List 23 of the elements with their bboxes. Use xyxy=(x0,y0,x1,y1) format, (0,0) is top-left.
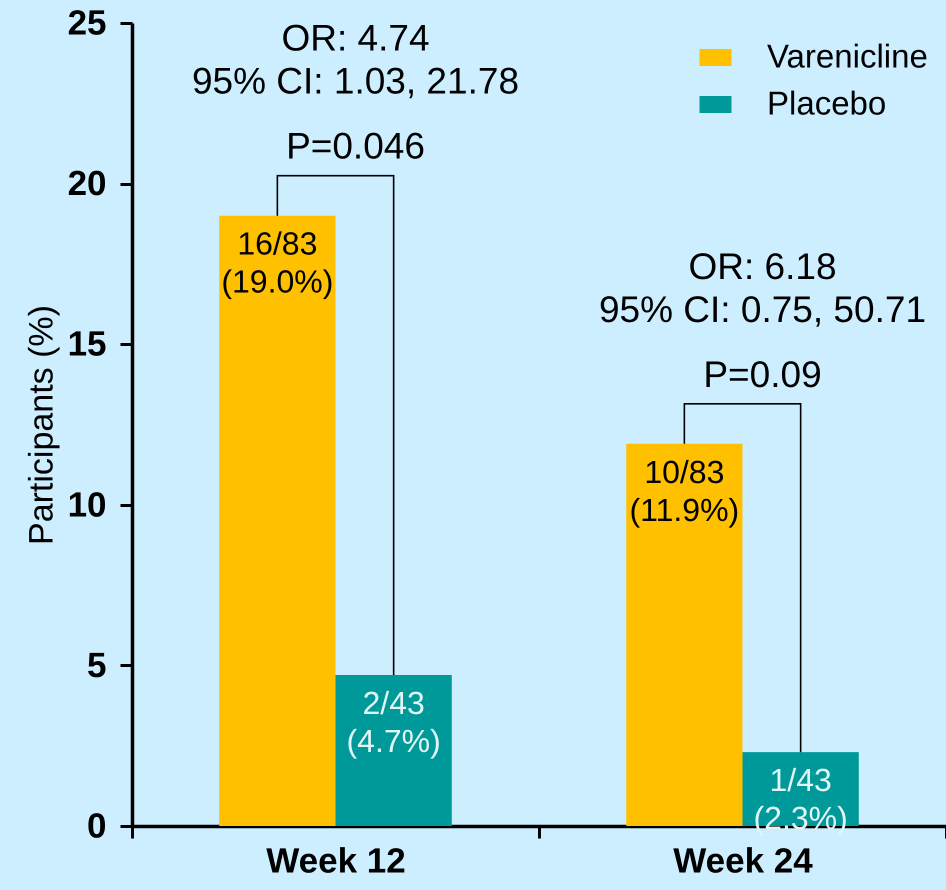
y-axis-title: Participants (%) xyxy=(22,305,61,545)
y-tick-label: 5 xyxy=(87,646,106,685)
legend-label: Varenicline xyxy=(767,38,928,74)
bar xyxy=(219,216,336,826)
y-tick-label: 10 xyxy=(68,485,106,524)
bar xyxy=(626,444,742,826)
x-tick-label: Week 24 xyxy=(673,842,814,880)
annotation: 95% CI: 0.75, 50.71 xyxy=(598,288,926,330)
annotation: P=0.09 xyxy=(703,354,822,395)
y-tick-label: 0 xyxy=(87,806,106,846)
annotation: OR: 4.74 xyxy=(281,18,430,59)
data-label: 16/83 (19.0%) xyxy=(221,226,334,300)
x-tick-label: Week 12 xyxy=(266,842,406,880)
bar xyxy=(336,675,452,826)
y-tick-label: 25 xyxy=(68,4,106,42)
y-tick-label: 20 xyxy=(68,164,106,204)
annotation: P=0.046 xyxy=(286,126,425,167)
data-label: 2/43 (4.7%) xyxy=(346,685,441,760)
annotation: 95% CI: 1.03, 21.78 xyxy=(192,60,520,102)
annotation: OR: 6.18 xyxy=(688,246,837,287)
legend-label: Placebo xyxy=(767,84,886,122)
y-tick-label: 15 xyxy=(68,324,106,364)
data-label: 10/83 (11.9%) xyxy=(630,454,740,528)
